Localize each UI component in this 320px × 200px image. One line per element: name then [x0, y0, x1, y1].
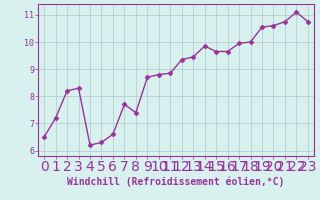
X-axis label: Windchill (Refroidissement éolien,°C): Windchill (Refroidissement éolien,°C): [67, 177, 285, 187]
